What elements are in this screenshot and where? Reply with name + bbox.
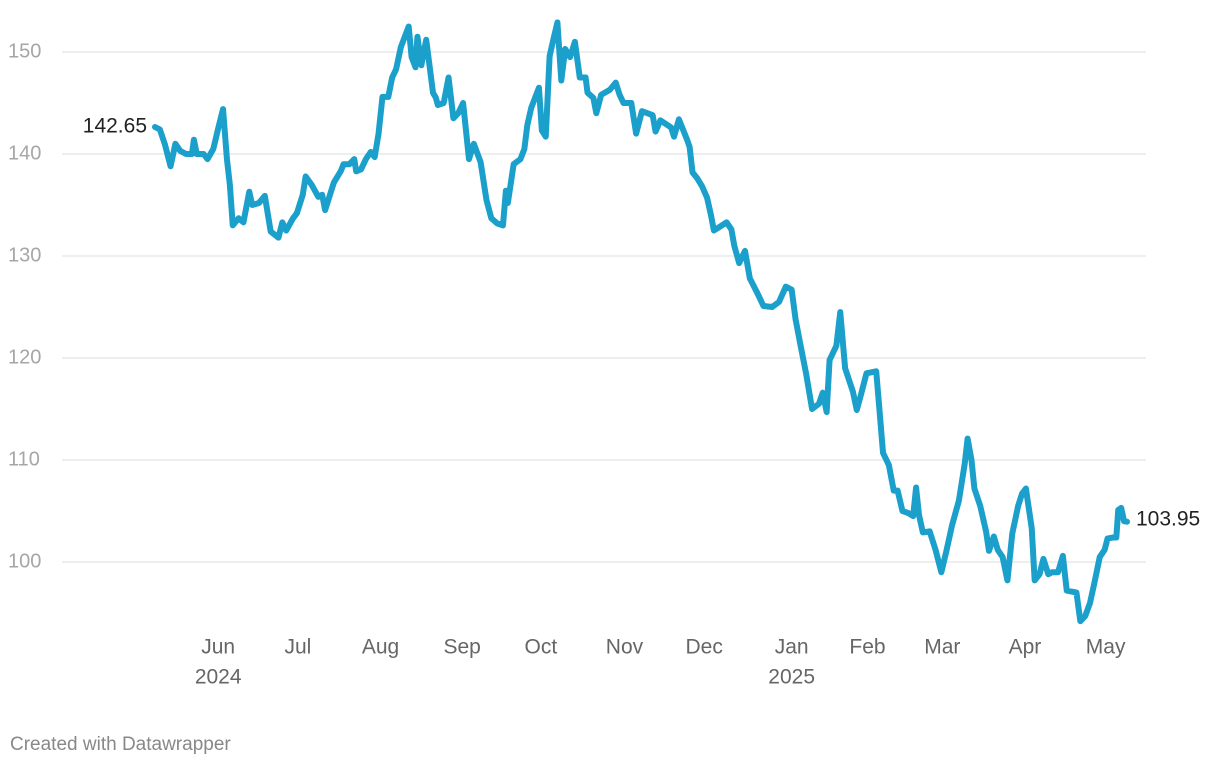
- y-tick-label: 140: [8, 142, 41, 164]
- x-tick-label: Dec: [686, 636, 723, 659]
- x-tick-label: Jul: [284, 636, 311, 659]
- end-value-label: 103.95: [1136, 507, 1200, 530]
- x-tick-label: Oct: [525, 636, 558, 659]
- x-tick-label: May: [1086, 636, 1126, 659]
- start-value-label: 142.65: [83, 115, 147, 138]
- x-tick-label: Mar: [924, 636, 960, 659]
- y-tick-label: 120: [8, 346, 41, 368]
- line: [152, 19, 1130, 625]
- y-tick-label: 100: [8, 550, 41, 572]
- x-tick-year-label: 2024: [195, 666, 242, 689]
- credit: Created with Datawrapper: [10, 734, 231, 755]
- x-tick-label: Sep: [443, 636, 480, 659]
- y-tick-label: 150: [8, 40, 41, 62]
- y-tick-label: 110: [8, 448, 40, 470]
- x-tick-label: Jan: [775, 636, 809, 659]
- x-tick-label: Nov: [606, 636, 644, 659]
- x-tick-label: Jun: [201, 636, 235, 659]
- x-tick-label: Apr: [1009, 636, 1042, 659]
- x-tick-year-label: 2025: [768, 666, 815, 689]
- y-tick-label: 130: [8, 244, 41, 266]
- x-tick-label: Aug: [362, 636, 399, 659]
- x-tick-label: Feb: [849, 636, 885, 659]
